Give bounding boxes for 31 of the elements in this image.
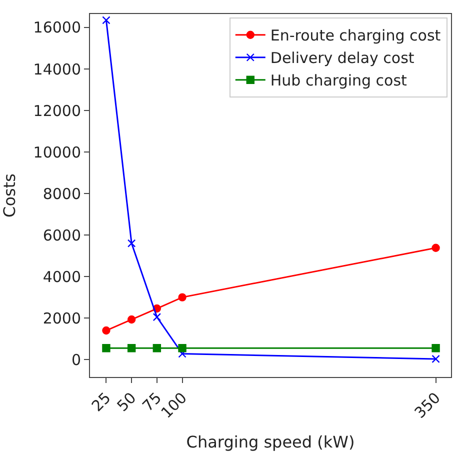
x-tick-label: 25 <box>88 388 114 416</box>
y-tick-label: 14000 <box>33 60 81 78</box>
y-tick-label: 6000 <box>42 226 81 244</box>
point <box>127 344 136 352</box>
point <box>102 326 110 335</box>
point <box>432 244 440 252</box>
point <box>152 312 162 322</box>
point <box>102 16 110 24</box>
y-tick-label: 4000 <box>42 268 81 286</box>
legend-label: Delivery delay cost <box>270 49 414 68</box>
x-tick-label: 50 <box>113 388 140 416</box>
point <box>178 350 186 358</box>
legend-label: En-route charging cost <box>270 26 441 45</box>
point <box>178 293 186 302</box>
y-tick-label: 12000 <box>33 102 81 120</box>
y-tick-label: 10000 <box>33 143 81 162</box>
point <box>102 344 110 352</box>
point <box>432 344 440 352</box>
y-tick-label: 16000 <box>33 18 81 37</box>
x-tick-label: 350 <box>410 388 444 422</box>
point <box>178 344 186 352</box>
x-axis-title: Charging speed (kW) <box>186 432 355 452</box>
point <box>127 239 136 248</box>
y-tick-label: 0 <box>71 350 81 369</box>
point <box>152 344 162 352</box>
point <box>432 354 440 364</box>
y-tick-label: 2000 <box>42 309 81 328</box>
y-axis-title: Costs <box>0 174 19 218</box>
point <box>127 315 136 324</box>
y-tick-label: 8000 <box>42 184 81 203</box>
legend-label: Hub charging cost <box>270 72 408 90</box>
